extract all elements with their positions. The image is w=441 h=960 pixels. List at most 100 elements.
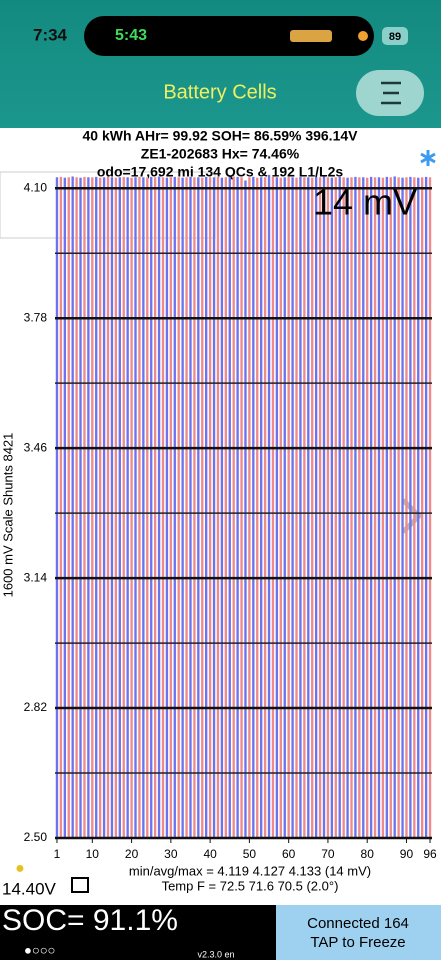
bar <box>385 176 389 838</box>
soc: SOC= 91.1% <box>2 904 178 937</box>
menu-icon[interactable] <box>381 81 401 105</box>
bar <box>189 176 192 838</box>
bar <box>322 176 326 839</box>
info-line: 40 kWh AHr= 99.92 SOH= 86.59% 396.14V <box>83 128 359 144</box>
bar <box>346 177 349 838</box>
bar <box>248 177 251 838</box>
bar <box>150 176 153 838</box>
x-tick-label: 40 <box>203 847 217 861</box>
bar <box>173 176 176 838</box>
y-tick-label: 3.46 <box>24 440 48 454</box>
bar <box>299 176 302 838</box>
bar <box>67 177 70 838</box>
bar <box>83 176 86 838</box>
bar <box>165 177 169 838</box>
bar <box>193 177 196 838</box>
footer-line: Temp F = 72.5 71.6 70.5 (2.0°) <box>162 878 339 893</box>
footer-line: min/avg/max = 4.119 4.127 4.133 (14 mV) <box>129 863 371 878</box>
bar <box>71 176 74 839</box>
bar <box>169 177 173 838</box>
clock: 7:34 <box>33 25 68 44</box>
bar <box>197 177 200 838</box>
bar <box>428 177 432 838</box>
bar <box>389 177 392 838</box>
freeze-action[interactable]: TAP to Freeze <box>310 934 405 951</box>
bar <box>252 176 255 838</box>
x-tick-label: 60 <box>282 847 296 861</box>
dynamic-island <box>84 16 374 56</box>
bar <box>259 177 263 838</box>
bar <box>130 177 133 838</box>
bar <box>256 177 259 838</box>
battery-level: 89 <box>389 31 401 43</box>
y-tick-label: 2.50 <box>24 830 48 844</box>
bar <box>228 177 231 838</box>
bar <box>55 177 59 838</box>
bar <box>373 177 377 838</box>
bar <box>118 177 121 838</box>
bar <box>283 177 286 838</box>
bar <box>326 177 330 838</box>
bar <box>279 177 282 838</box>
bar <box>63 177 66 838</box>
bar <box>142 177 145 838</box>
bar <box>134 177 137 838</box>
bar <box>307 177 310 838</box>
star-icon[interactable] <box>420 150 436 166</box>
connect-button[interactable] <box>276 905 441 960</box>
bar <box>362 177 365 838</box>
bar <box>126 177 129 838</box>
waveform <box>290 30 332 42</box>
calendar-icon[interactable] <box>71 877 89 893</box>
x-tick-label: 90 <box>400 847 414 861</box>
bar <box>417 177 420 838</box>
bar <box>98 177 102 838</box>
bar <box>314 176 318 838</box>
bar <box>358 177 361 838</box>
bar <box>263 177 267 838</box>
bar <box>114 177 118 838</box>
plot: 40 kWh AHr= 99.92 SOH= 86.59% 396.14V ZE1… <box>0 128 437 894</box>
bar <box>267 174 271 839</box>
page-dots: ●○○○ <box>24 942 55 957</box>
x-tick-label: 10 <box>86 847 100 861</box>
info-line: odo=17,692 mi 134 QCs & 192 L1/L2s <box>97 164 344 180</box>
bar <box>216 176 220 838</box>
bar <box>181 177 184 838</box>
bar <box>354 176 357 838</box>
pack-voltage: 14.40V <box>2 879 57 898</box>
bar <box>91 177 94 838</box>
connection-status[interactable]: Connected 164 <box>307 915 409 932</box>
bar <box>212 177 216 838</box>
menu-button[interactable] <box>356 70 424 116</box>
version: v2.3.0 en <box>197 949 234 959</box>
bar <box>177 177 180 838</box>
bar <box>424 176 428 838</box>
bar <box>240 177 243 838</box>
bar <box>271 176 275 838</box>
bar <box>413 177 416 838</box>
x-tick-label: 50 <box>243 847 257 861</box>
bar <box>350 177 353 838</box>
bar <box>377 177 381 838</box>
bar <box>275 177 279 838</box>
bar <box>291 177 294 838</box>
y-tick-label: 3.14 <box>24 570 48 584</box>
bar <box>102 177 106 838</box>
bar <box>146 177 149 838</box>
bar <box>334 177 337 838</box>
battery-icon <box>382 27 408 45</box>
bar <box>75 177 78 838</box>
bar <box>381 177 385 838</box>
screen-title: Battery Cells <box>163 81 276 103</box>
bar <box>208 177 212 838</box>
x-tick-label: 70 <box>321 847 335 861</box>
bar <box>161 177 165 838</box>
x-tick-label: 96 <box>423 847 437 861</box>
y-axis-label: 1600 mV Scale Shunts 8421 <box>0 433 15 598</box>
bar <box>236 176 239 838</box>
x-tick-label: 20 <box>125 847 139 861</box>
bar <box>330 177 334 838</box>
bar <box>201 177 204 838</box>
